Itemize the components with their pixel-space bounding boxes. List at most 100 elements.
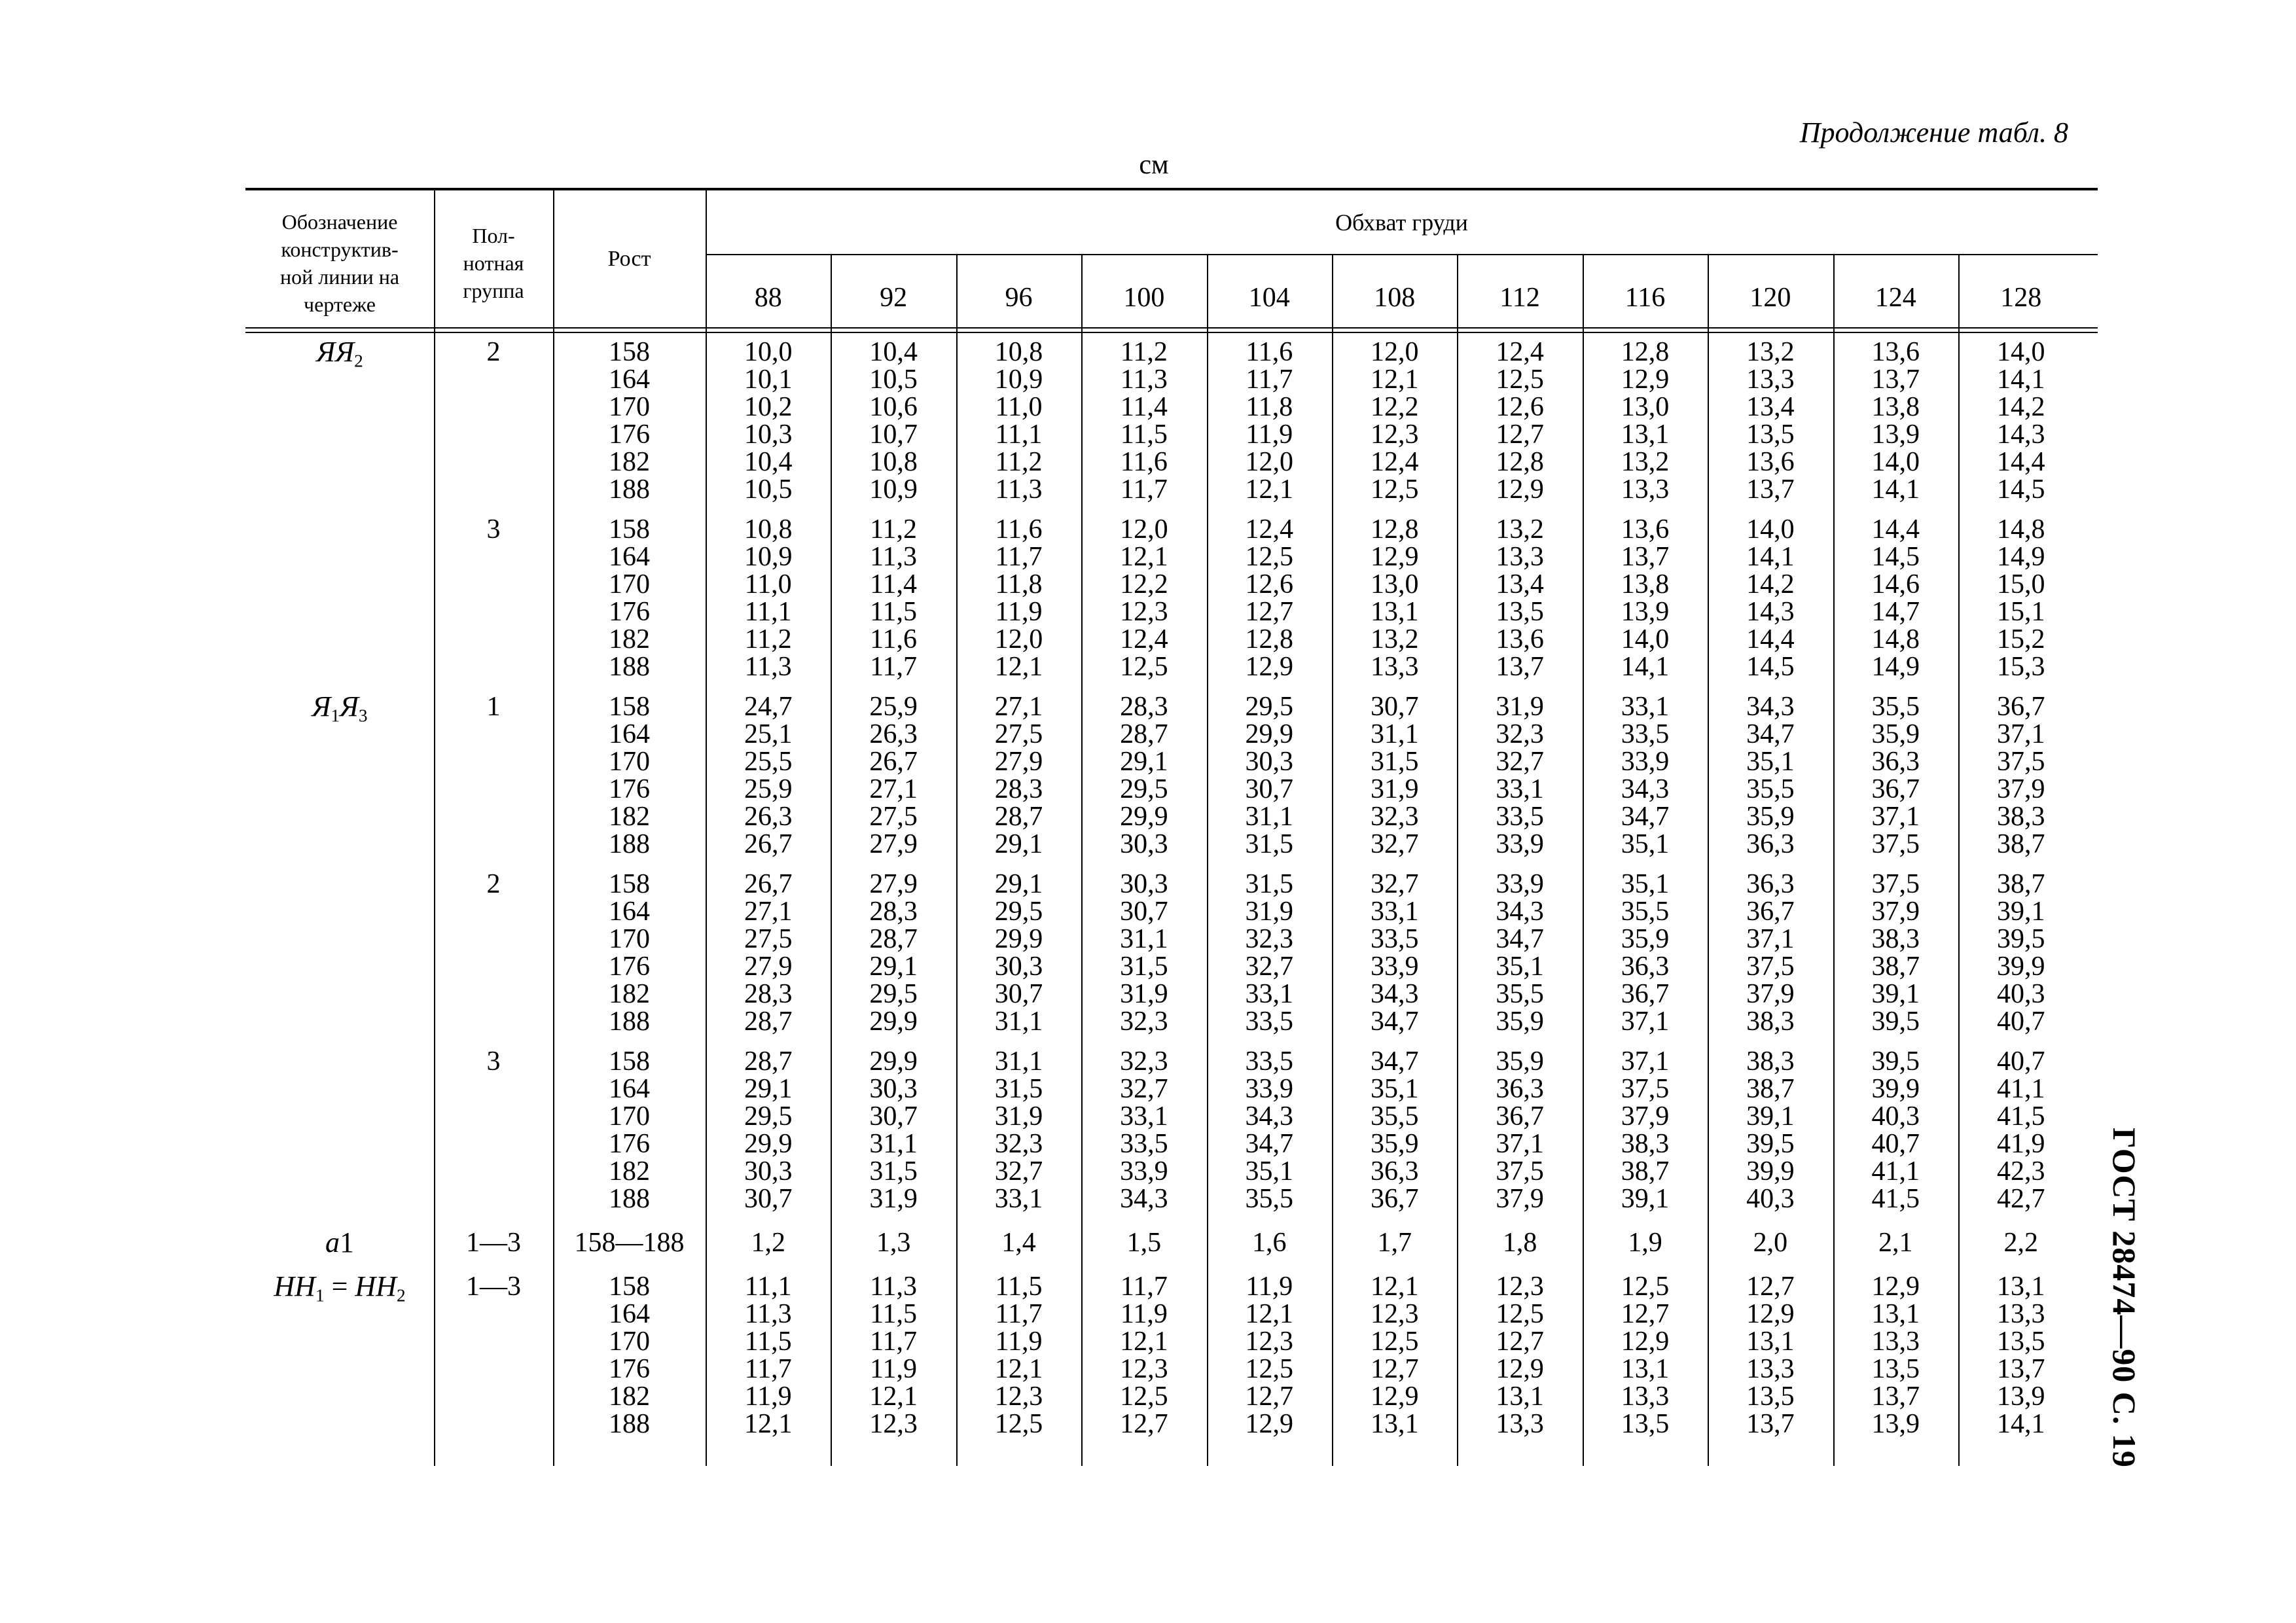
measure-value: 29,1 <box>1120 747 1168 777</box>
fullness-group-value: 3 <box>486 1046 501 1077</box>
measure-value: 29,9 <box>1245 719 1294 749</box>
measure-value: 12,9 <box>1245 652 1294 682</box>
measure-value: 11,9 <box>995 597 1043 627</box>
measure-value: 38,7 <box>1746 1074 1795 1104</box>
measure-value: 26,3 <box>869 719 918 749</box>
measure-value: 31,9 <box>869 1184 918 1214</box>
measure-value: 12,3 <box>1245 1327 1294 1357</box>
measure-value: 12,1 <box>1120 542 1168 572</box>
measure-value: 34,3 <box>1245 1101 1294 1132</box>
rost-value: 164 <box>609 1074 650 1104</box>
measure-value: 13,8 <box>1871 392 1920 422</box>
measure-value: 37,1 <box>1996 719 2045 749</box>
measure-value: 27,1 <box>869 774 918 804</box>
measure-value: 33,5 <box>1621 719 1670 749</box>
measure-value: 33,5 <box>1245 1046 1294 1077</box>
measure-value: 35,9 <box>1496 1007 1544 1037</box>
measure-value: 12,9 <box>1621 365 1670 395</box>
measure-value: 13,2 <box>1370 624 1419 654</box>
measure-value: 11,1 <box>995 419 1043 450</box>
measure-value: 12,7 <box>1496 1327 1544 1357</box>
measure-value: 25,5 <box>744 747 793 777</box>
measure-value: 37,9 <box>1871 897 1920 927</box>
measure-value: 1,2 <box>751 1228 785 1258</box>
data-column-divider <box>1833 254 1835 1466</box>
measure-value: 37,1 <box>1746 924 1795 954</box>
measure-value: 13,7 <box>1871 365 1920 395</box>
measure-value: 32,7 <box>1370 829 1419 859</box>
measure-value: 13,7 <box>1871 1382 1920 1412</box>
measure-value: 13,0 <box>1370 569 1419 599</box>
measure-value: 29,9 <box>869 1007 918 1037</box>
continuation-label: Продолжение табл. 8 <box>1799 116 2068 149</box>
measure-value: 32,7 <box>1120 1074 1168 1104</box>
measure-value: 14,5 <box>1871 542 1920 572</box>
measure-value: 11,9 <box>1246 1272 1293 1302</box>
measure-value: 29,1 <box>869 952 918 982</box>
measure-value: 12,3 <box>1120 597 1168 627</box>
measure-value: 13,5 <box>1871 1354 1920 1384</box>
rost-value: 182 <box>609 447 650 477</box>
measure-value: 28,7 <box>744 1046 793 1077</box>
data-column-divider <box>1206 254 1208 1466</box>
measure-value: 31,1 <box>994 1046 1043 1077</box>
measure-value: 15,2 <box>1996 624 2045 654</box>
fullness-group-value: 1—3 <box>466 1272 521 1302</box>
measure-value: 27,9 <box>869 829 918 859</box>
measure-value: 13,1 <box>1871 1299 1920 1329</box>
measure-value: 14,5 <box>1746 652 1795 682</box>
rost-value: 170 <box>609 392 650 422</box>
rost-value: 176 <box>609 952 650 982</box>
measure-value: 27,5 <box>869 802 918 832</box>
measure-value: 12,1 <box>1370 365 1419 395</box>
measure-value: 12,0 <box>1120 514 1168 544</box>
measure-value: 33,1 <box>1370 897 1419 927</box>
measure-value: 28,7 <box>744 1007 793 1037</box>
measure-value: 13,2 <box>1496 514 1544 544</box>
measure-value: 34,3 <box>1746 692 1795 722</box>
measure-value: 13,3 <box>1871 1327 1920 1357</box>
measure-value: 25,9 <box>869 692 918 722</box>
construction-line-label: Я1Я3 <box>312 690 368 726</box>
measure-value: 14,1 <box>1996 1409 2045 1439</box>
measure-value: 31,5 <box>869 1156 918 1186</box>
measure-value: 12,4 <box>1120 624 1168 654</box>
measure-value: 13,5 <box>1996 1327 2045 1357</box>
measure-value: 29,5 <box>994 897 1043 927</box>
measure-value: 37,5 <box>1871 829 1920 859</box>
measure-value: 37,5 <box>1996 747 2045 777</box>
measure-value: 13,7 <box>1621 542 1670 572</box>
measure-value: 35,1 <box>1496 952 1544 982</box>
measure-value: 14,1 <box>1746 542 1795 572</box>
measure-value: 37,5 <box>1496 1156 1544 1186</box>
measure-value: 12,0 <box>1245 447 1294 477</box>
measure-value: 12,5 <box>1621 1272 1670 1302</box>
rost-value: 188 <box>609 474 650 505</box>
measure-value: 12,3 <box>994 1382 1043 1412</box>
measure-value: 14,5 <box>1996 474 2045 505</box>
measure-value: 37,9 <box>1496 1184 1544 1214</box>
measure-value: 34,7 <box>1621 802 1670 832</box>
measure-value: 12,4 <box>1370 447 1419 477</box>
measure-value: 28,7 <box>994 802 1043 832</box>
measure-value: 12,5 <box>1496 1299 1544 1329</box>
measure-value: 13,3 <box>1746 365 1795 395</box>
measure-value: 35,1 <box>1621 869 1670 899</box>
measure-value: 37,1 <box>1871 802 1920 832</box>
measure-value: 12,5 <box>1120 652 1168 682</box>
measure-value: 11,3 <box>870 1272 918 1302</box>
chest-size-header: 112 <box>1499 283 1540 313</box>
measure-value: 35,1 <box>1245 1156 1294 1186</box>
data-column-divider <box>831 254 833 1466</box>
measure-value: 13,5 <box>1621 1409 1670 1439</box>
fullness-group-value: 1—3 <box>466 1228 521 1258</box>
measure-value: 14,9 <box>1996 542 2045 572</box>
rost-value: 164 <box>609 719 650 749</box>
measure-value: 13,1 <box>1496 1382 1544 1412</box>
measure-value: 38,3 <box>1871 924 1920 954</box>
measure-value: 26,7 <box>744 829 793 859</box>
measure-value: 10,4 <box>744 447 793 477</box>
measure-value: 12,6 <box>1245 569 1294 599</box>
measure-value: 12,9 <box>1370 542 1419 572</box>
measure-value: 13,5 <box>1746 419 1795 450</box>
